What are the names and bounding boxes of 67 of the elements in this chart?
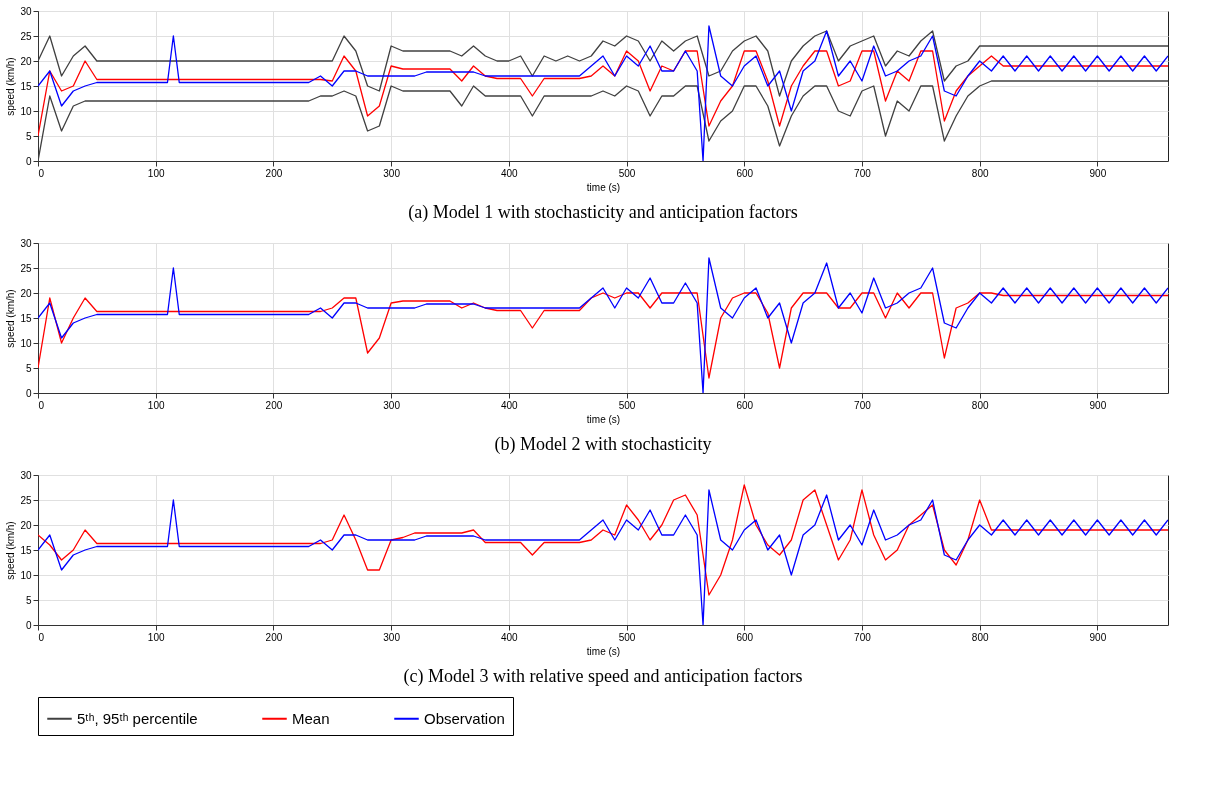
x-tick-label: 400 <box>500 167 519 179</box>
y-tick-label: 5 <box>25 362 32 374</box>
x-tick-label: 800 <box>971 399 989 411</box>
y-tick-label: 30 <box>20 237 32 249</box>
x-tick-label: 0 <box>38 631 45 643</box>
line-series <box>38 50 1168 137</box>
x-tick-label: 900 <box>1089 167 1107 179</box>
y-tick-label: 15 <box>20 80 32 92</box>
x-tick-label: 700 <box>854 631 872 643</box>
x-tick-label: 900 <box>1089 399 1107 411</box>
y-tick-label: 20 <box>20 519 32 531</box>
x-tick-label: 500 <box>618 167 636 179</box>
x-tick-label: 700 <box>854 399 872 411</box>
x-tick-label: 0 <box>38 399 45 411</box>
x-axis-title: time (s) <box>586 413 621 425</box>
x-tick-label: 300 <box>383 399 401 411</box>
y-tick-label: 25 <box>20 30 32 42</box>
line-series <box>38 484 1168 596</box>
text: (b) Model 2 with stochasticity <box>494 434 712 455</box>
x-tick-label: 200 <box>265 631 283 643</box>
x-tick-label: 500 <box>618 399 636 411</box>
y-tick-label: 10 <box>20 105 32 117</box>
y-axis-title: speed (km/h) <box>5 521 17 580</box>
x-tick-label: 300 <box>383 167 401 179</box>
y-tick-label: 5 <box>25 594 32 606</box>
x-tick-label: 600 <box>736 167 754 179</box>
line-series <box>38 292 1168 379</box>
x-tick-label: 600 <box>736 631 754 643</box>
y-tick-label: 0 <box>25 387 32 399</box>
x-tick-label: 400 <box>500 631 519 643</box>
x-tick-label: 100 <box>147 631 165 643</box>
y-tick-label: 15 <box>20 312 32 324</box>
legend-label: 5ᵗʰ, 95ᵗʰ percentile <box>77 709 198 727</box>
y-tick-label: 25 <box>20 494 32 506</box>
x-tick-label: 200 <box>265 167 283 179</box>
y-tick-label: 30 <box>20 5 32 17</box>
y-tick-label: 10 <box>20 337 32 349</box>
text: (a) Model 1 with stochasticity and anticipation factors <box>408 202 798 223</box>
line-series <box>38 30 1168 97</box>
x-axis-title: time (s) <box>586 645 621 657</box>
x-tick-label: 400 <box>500 399 519 411</box>
x-tick-label: 700 <box>854 167 872 179</box>
x-tick-label: 900 <box>1089 631 1107 643</box>
y-tick-label: 5 <box>25 130 32 142</box>
y-tick-label: 15 <box>20 544 32 556</box>
x-axis-title: time (s) <box>586 181 621 193</box>
legend-label: Mean <box>292 709 330 727</box>
x-tick-label: 600 <box>736 399 754 411</box>
y-tick-label: 20 <box>20 55 32 67</box>
y-axis-title: speed (km/h) <box>5 57 17 116</box>
y-tick-label: 0 <box>25 619 32 631</box>
y-tick-label: 20 <box>20 287 32 299</box>
y-tick-label: 10 <box>20 569 32 581</box>
y-tick-label: 25 <box>20 262 32 274</box>
x-tick-label: 800 <box>971 167 989 179</box>
y-axis-title: speed (km/h) <box>5 289 17 348</box>
x-tick-label: 0 <box>38 167 45 179</box>
text: (c) Model 3 with relative speed and anticipation factors <box>403 666 803 687</box>
x-tick-label: 300 <box>383 631 401 643</box>
y-tick-label: 30 <box>20 469 32 481</box>
x-tick-label: 100 <box>147 399 165 411</box>
legend-label: Observation <box>424 709 505 727</box>
x-tick-label: 500 <box>618 631 636 643</box>
x-tick-label: 100 <box>147 167 165 179</box>
x-tick-label: 800 <box>971 631 989 643</box>
y-tick-label: 0 <box>25 155 32 167</box>
x-tick-label: 200 <box>265 399 283 411</box>
